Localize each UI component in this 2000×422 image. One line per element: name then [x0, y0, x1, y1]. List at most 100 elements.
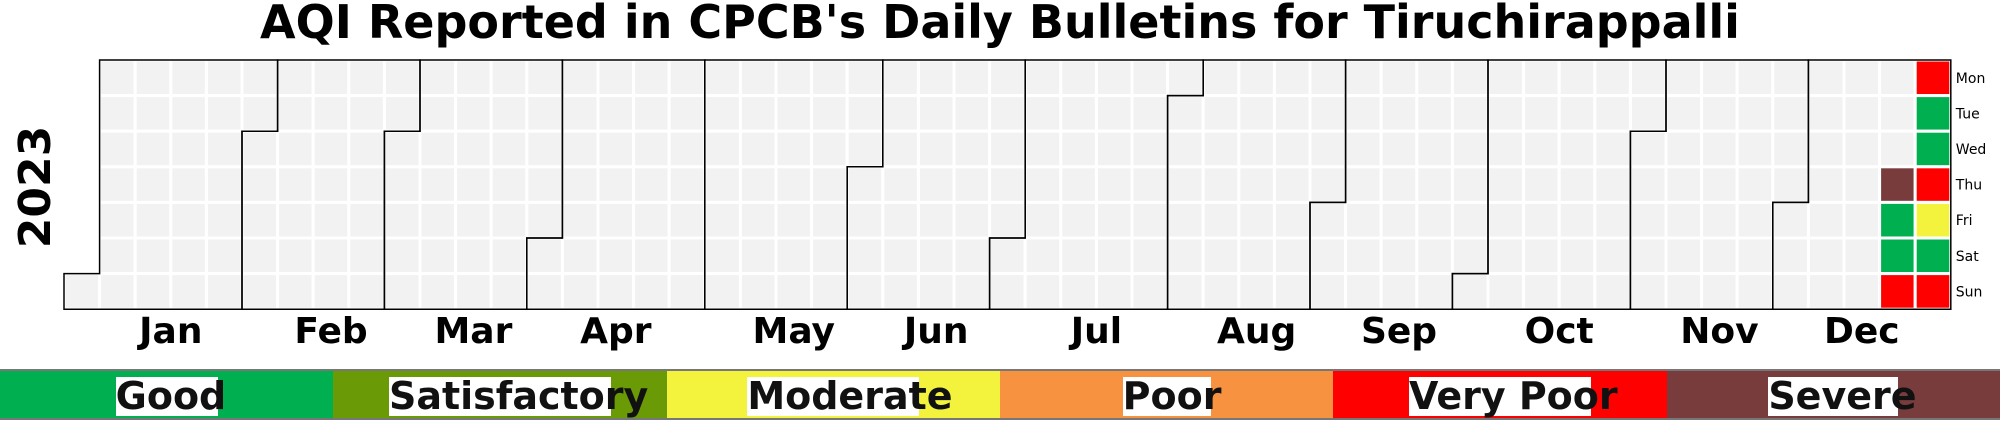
- empty-day-cell: [1522, 129, 1561, 169]
- empty-day-cell: [1450, 58, 1490, 98]
- month-label-aug: Aug: [1217, 311, 1296, 352]
- empty-day-cell: [62, 272, 102, 311]
- empty-day-cell: [133, 94, 173, 133]
- day-cell-2023-12-22: [1878, 200, 1917, 240]
- empty-day-cell: [1806, 236, 1846, 276]
- empty-day-cell: [988, 94, 1027, 133]
- empty-day-cell: [1308, 94, 1348, 133]
- day-cell-2023-12-28: [1913, 165, 1953, 204]
- empty-day-cell: [418, 58, 458, 98]
- empty-day-cell: [1308, 129, 1348, 169]
- empty-day-cell: [382, 165, 422, 204]
- empty-day-cell: [1130, 94, 1170, 133]
- empty-day-cell: [1771, 272, 1810, 311]
- empty-day-cell: [560, 200, 600, 240]
- legend-swatch-moderate: Moderate: [666, 369, 1000, 420]
- empty-day-cell: [916, 165, 956, 204]
- empty-day-cell: [632, 200, 671, 240]
- empty-day-cell: [98, 58, 137, 98]
- empty-day-cell: [1023, 58, 1063, 98]
- empty-day-cell: [276, 94, 315, 133]
- legend-label-good: Good: [115, 374, 227, 418]
- empty-day-cell: [525, 58, 564, 98]
- empty-day-cell: [1700, 129, 1739, 169]
- empty-day-cell: [774, 236, 814, 276]
- empty-day-cell: [596, 129, 636, 169]
- empty-day-cell: [454, 58, 493, 98]
- empty-day-cell: [1664, 200, 1704, 240]
- empty-day-cell: [596, 272, 636, 311]
- empty-day-cell: [204, 94, 244, 133]
- empty-day-cell: [1237, 94, 1276, 133]
- empty-day-cell: [382, 200, 422, 240]
- empty-day-cell: [311, 94, 351, 133]
- empty-day-cell: [810, 58, 849, 98]
- empty-day-cell: [667, 236, 707, 276]
- empty-day-cell: [1379, 236, 1419, 276]
- empty-day-cell: [133, 165, 173, 204]
- empty-day-cell: [1237, 165, 1276, 204]
- empty-day-cell: [988, 129, 1027, 169]
- empty-day-cell: [881, 236, 920, 276]
- legend-label-severe: Severe: [1768, 374, 1917, 418]
- empty-day-cell: [489, 129, 529, 169]
- empty-day-cell: [1415, 272, 1454, 311]
- legend-swatch-severe: Severe: [1666, 369, 2000, 420]
- empty-day-cell: [382, 94, 422, 133]
- empty-day-cell: [169, 58, 208, 98]
- empty-day-cell: [1130, 236, 1170, 276]
- empty-day-cell: [1344, 58, 1383, 98]
- empty-day-cell: [382, 272, 422, 311]
- empty-day-cell: [1201, 236, 1241, 276]
- empty-day-cell: [311, 165, 351, 204]
- empty-day-cell: [1557, 129, 1597, 169]
- empty-day-cell: [1272, 200, 1312, 240]
- empty-day-cell: [1450, 129, 1490, 169]
- empty-day-cell: [988, 200, 1027, 240]
- empty-day-cell: [1735, 94, 1775, 133]
- month-label-dec: Dec: [1824, 311, 1900, 352]
- empty-day-cell: [1628, 94, 1668, 133]
- empty-day-cell: [738, 200, 778, 240]
- day-cell-2023-12-30: [1913, 236, 1953, 276]
- empty-day-cell: [1201, 94, 1241, 133]
- empty-day-cell: [1415, 165, 1454, 204]
- empty-day-cell: [311, 272, 351, 311]
- empty-day-cell: [703, 200, 742, 240]
- empty-day-cell: [1023, 272, 1063, 311]
- empty-day-cell: [596, 58, 636, 98]
- empty-day-cell: [738, 94, 778, 133]
- empty-day-cell: [1486, 129, 1526, 169]
- empty-day-cell: [240, 165, 280, 204]
- empty-day-cell: [1094, 272, 1134, 311]
- empty-day-cell: [454, 94, 493, 133]
- empty-day-cell: [489, 272, 529, 311]
- empty-day-cell: [1842, 236, 1882, 276]
- empty-day-cell: [1450, 165, 1490, 204]
- empty-day-cell: [1593, 236, 1632, 276]
- empty-day-cell: [454, 165, 493, 204]
- empty-day-cell: [1023, 94, 1063, 133]
- empty-day-cell: [1450, 200, 1490, 240]
- legend-swatch-good: Good: [0, 369, 334, 420]
- empty-day-cell: [916, 129, 956, 169]
- empty-day-cell: [1664, 165, 1704, 204]
- empty-day-cell: [1806, 272, 1846, 311]
- empty-day-cell: [1166, 200, 1205, 240]
- empty-day-cell: [845, 200, 885, 240]
- empty-day-cell: [169, 200, 208, 240]
- empty-day-cell: [1735, 58, 1775, 98]
- empty-day-cell: [1059, 165, 1098, 204]
- empty-day-cell: [845, 129, 885, 169]
- empty-day-cell: [952, 165, 992, 204]
- empty-day-cell: [1130, 200, 1170, 240]
- empty-day-cell: [952, 200, 992, 240]
- empty-day-cell: [98, 165, 137, 204]
- empty-day-cell: [952, 94, 992, 133]
- empty-day-cell: [489, 94, 529, 133]
- weekday-label-thu: Thu: [1955, 178, 1982, 194]
- empty-day-cell: [560, 165, 600, 204]
- empty-day-cell: [1272, 58, 1312, 98]
- empty-day-cell: [1450, 272, 1490, 311]
- empty-day-cell: [988, 58, 1027, 98]
